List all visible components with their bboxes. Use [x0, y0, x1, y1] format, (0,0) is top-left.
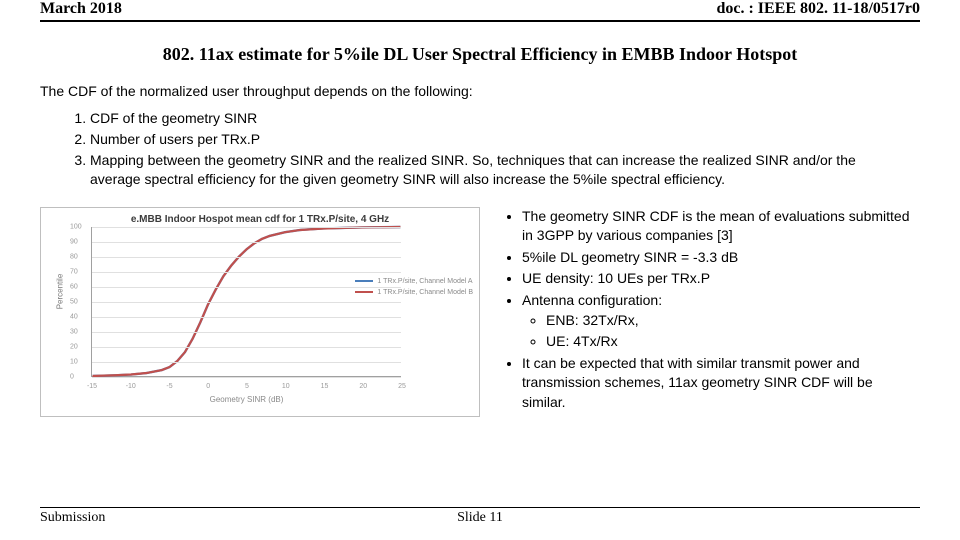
gridline: [92, 227, 401, 228]
x-tick: 5: [245, 383, 249, 390]
header-rule: [40, 20, 920, 22]
legend-item: 1 TRx.P/site, Channel Model B: [355, 289, 473, 296]
intro-text: The CDF of the normalized user throughpu…: [40, 83, 910, 99]
legend-label: 1 TRx.P/site, Channel Model B: [377, 289, 473, 296]
legend-item: 1 TRx.P/site, Channel Model A: [355, 278, 473, 285]
gridline: [92, 242, 401, 243]
footer-rule: [40, 507, 920, 508]
y-tick: 70: [70, 268, 78, 275]
list-item: Mapping between the geometry SINR and th…: [90, 151, 896, 189]
legend-swatch: [355, 280, 373, 282]
header-doc: doc. : IEEE 802. 11-18/0517r0: [716, 0, 920, 18]
list-item: Antenna configuration: ENB: 32Tx/Rx, UE:…: [522, 291, 920, 352]
y-tick: 100: [70, 223, 82, 230]
bullet-list: The geometry SINR CDF is the mean of eva…: [498, 207, 920, 417]
sub-bullet-list: ENB: 32Tx/Rx, UE: 4Tx/Rx: [522, 311, 920, 352]
gridline: [92, 317, 401, 318]
x-tick: 15: [321, 383, 329, 390]
plot-area: Percentile Geometry SINR (dB) 0102030405…: [91, 227, 401, 377]
x-axis-label: Geometry SINR (dB): [210, 395, 284, 404]
list-item: 5%ile DL geometry SINR = -3.3 dB: [522, 248, 920, 268]
y-tick: 20: [70, 343, 78, 350]
list-item: ENB: 32Tx/Rx,: [546, 311, 920, 331]
list-item-label: Antenna configuration:: [522, 292, 662, 308]
legend-label: 1 TRx.P/site, Channel Model A: [377, 278, 472, 285]
gridline: [92, 257, 401, 258]
gridline: [92, 302, 401, 303]
header-date: March 2018: [40, 0, 122, 18]
gridline: [92, 347, 401, 348]
gridline: [92, 377, 401, 378]
x-tick: -5: [166, 383, 172, 390]
footer-left: Submission: [40, 510, 105, 526]
list-item: The geometry SINR CDF is the mean of eva…: [522, 207, 920, 246]
list-item: UE: 4Tx/Rx: [546, 332, 920, 352]
y-tick: 90: [70, 238, 78, 245]
x-tick: 20: [359, 383, 367, 390]
chart-legend: 1 TRx.P/site, Channel Model A 1 TRx.P/sit…: [355, 278, 473, 300]
y-tick: 50: [70, 298, 78, 305]
x-tick: -10: [126, 383, 136, 390]
cdf-chart: e.MBB Indoor Hospot mean cdf for 1 TRx.P…: [40, 207, 480, 417]
x-tick: 25: [398, 383, 406, 390]
y-tick: 10: [70, 358, 78, 365]
page-title: 802. 11ax estimate for 5%ile DL User Spe…: [40, 44, 920, 65]
y-tick: 40: [70, 313, 78, 320]
y-tick: 0: [70, 373, 74, 380]
y-axis-label: Percentile: [55, 273, 64, 309]
chart-title: e.MBB Indoor Hospot mean cdf for 1 TRx.P…: [49, 214, 471, 225]
list-item: It can be expected that with similar tra…: [522, 354, 920, 413]
numbered-list: CDF of the geometry SINR Number of users…: [70, 109, 896, 189]
x-tick: 10: [282, 383, 290, 390]
list-item: Number of users per TRx.P: [90, 130, 896, 149]
legend-swatch: [355, 291, 373, 293]
gridline: [92, 362, 401, 363]
y-tick: 80: [70, 253, 78, 260]
list-item: UE density: 10 UEs per TRx.P: [522, 269, 920, 289]
x-tick: 0: [206, 383, 210, 390]
x-tick: -15: [87, 383, 97, 390]
list-item: CDF of the geometry SINR: [90, 109, 896, 128]
slide-number: Slide 11: [457, 510, 503, 526]
y-tick: 60: [70, 283, 78, 290]
gridline: [92, 332, 401, 333]
gridline: [92, 272, 401, 273]
y-tick: 30: [70, 328, 78, 335]
